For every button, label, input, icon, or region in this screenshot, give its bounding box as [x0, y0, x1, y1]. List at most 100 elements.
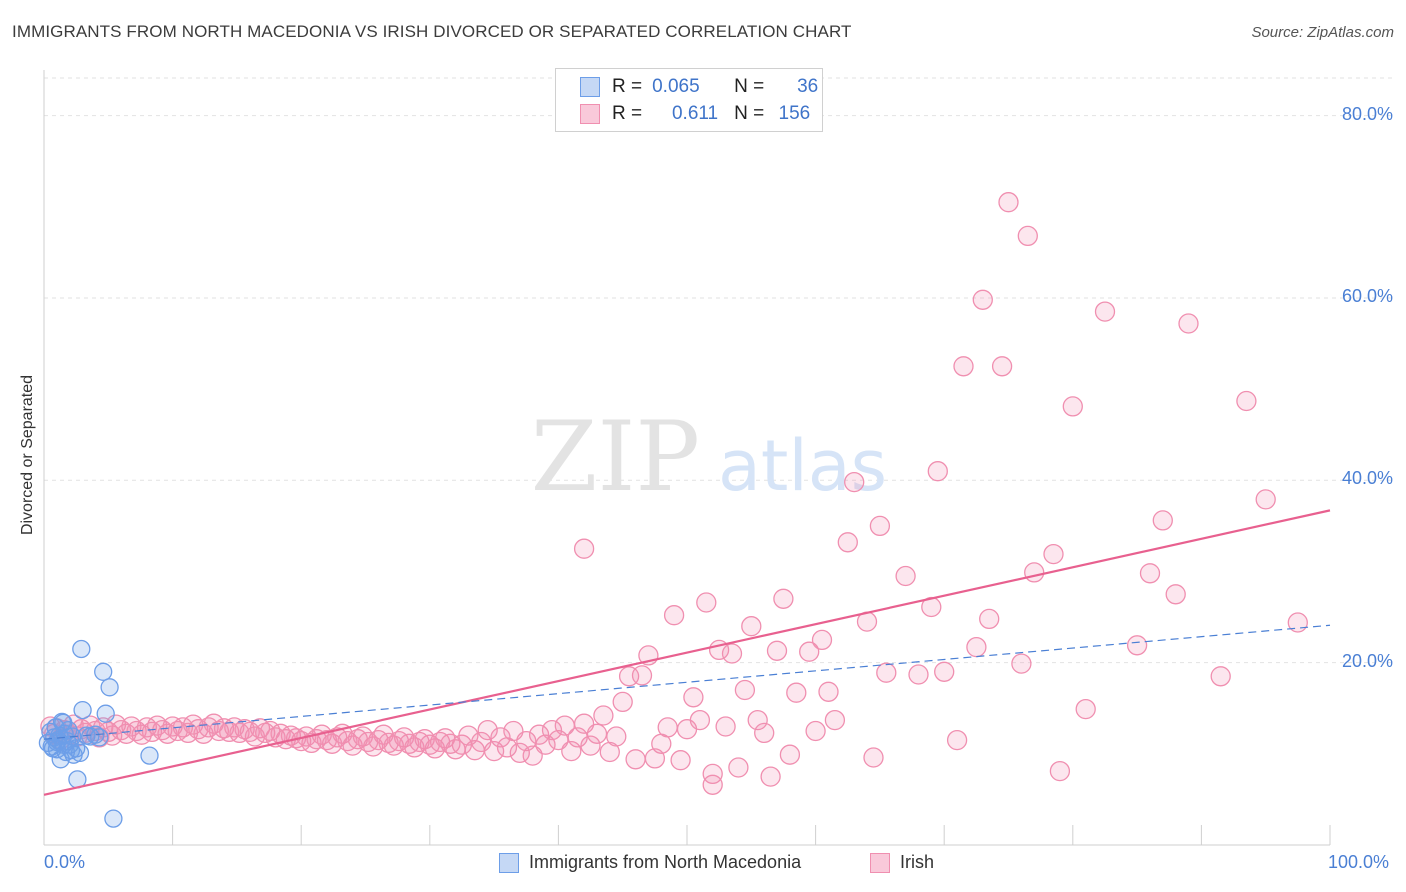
- y-tick-label: 80.0%: [1341, 103, 1393, 124]
- point-irish: [811, 629, 833, 651]
- watermark-zip: ZIP: [531, 401, 700, 513]
- point-irish: [895, 565, 916, 587]
- point-irish: [741, 616, 762, 637]
- bottom-legend-swatch-pink: [870, 852, 890, 873]
- point-irish: [1049, 760, 1071, 782]
- point-irish: [541, 719, 563, 741]
- bottom-legend-item-blue: Immigrants from North Macedonia: [499, 852, 801, 873]
- point-irish: [972, 289, 993, 310]
- y-tick-label: 20.0%: [1341, 650, 1393, 671]
- point-irish: [573, 538, 595, 559]
- point-irish: [1043, 543, 1064, 565]
- point-irish: [927, 461, 948, 482]
- legend-row-blue: R = 0.065 N = 36: [580, 75, 818, 99]
- point-irish: [837, 532, 858, 553]
- bottom-legend-label-blue: Immigrants from North Macedonia: [529, 852, 802, 872]
- point-irish: [528, 724, 550, 745]
- legend-r-label: R =: [612, 76, 643, 97]
- point-irish: [1210, 666, 1231, 687]
- point-irish: [1024, 562, 1045, 583]
- point-irish: [934, 661, 955, 682]
- legend-r-label: R =: [612, 103, 643, 124]
- watermark-atlas: atlas: [718, 425, 887, 507]
- point-north-macedonia: [70, 743, 90, 763]
- point-irish: [593, 705, 614, 726]
- point-irish: [1139, 563, 1161, 584]
- point-irish: [1152, 510, 1173, 531]
- point-irish: [760, 766, 781, 787]
- point-irish: [631, 665, 653, 686]
- source-credit: Source: ZipAtlas.com: [1251, 24, 1394, 41]
- point-north-macedonia: [90, 728, 109, 747]
- y-tick-label: 60.0%: [1341, 285, 1393, 306]
- point-irish: [779, 744, 801, 765]
- point-irish: [799, 641, 820, 662]
- point-irish: [378, 732, 399, 754]
- point-irish: [863, 747, 884, 768]
- legend-n-value: 156: [778, 103, 811, 124]
- legend-swatch-blue: [580, 77, 600, 97]
- legend-r-value: 0.611: [671, 103, 719, 124]
- point-irish: [773, 588, 794, 609]
- point-irish: [786, 682, 807, 703]
- point-irish: [670, 750, 691, 771]
- point-irish: [586, 723, 608, 744]
- point-north-macedonia: [73, 700, 92, 720]
- point-irish: [606, 726, 627, 747]
- point-irish: [1236, 390, 1257, 412]
- x-tick-min: 0.0%: [44, 852, 86, 872]
- point-irish: [683, 687, 704, 708]
- point-north-macedonia: [100, 678, 119, 697]
- point-irish: [998, 192, 1019, 213]
- point-irish: [1011, 653, 1032, 674]
- point-irish: [234, 719, 255, 740]
- point-irish: [869, 515, 891, 537]
- point-irish: [580, 735, 601, 756]
- point-irish: [1165, 584, 1186, 605]
- legend-row-pink: R = 0.611 N = 156: [580, 102, 810, 126]
- point-irish: [1017, 225, 1038, 247]
- trendline-irish: [43, 509, 1331, 796]
- point-irish: [1126, 635, 1148, 656]
- point-irish: [966, 636, 987, 658]
- point-irish: [876, 662, 897, 683]
- point-irish: [1178, 313, 1199, 334]
- legend-n-label: N =: [734, 103, 765, 124]
- point-irish: [696, 592, 717, 613]
- chart-title: IMMIGRANTS FROM NORTH MACEDONIA VS IRISH…: [12, 22, 852, 41]
- point-irish: [979, 608, 1000, 630]
- point-irish: [818, 681, 839, 702]
- point-irish: [946, 729, 968, 751]
- point-irish: [805, 720, 826, 742]
- point-north-macedonia: [54, 713, 73, 732]
- point-irish: [663, 605, 685, 626]
- bottom-legend-item-pink: Irish: [870, 852, 934, 873]
- point-north-macedonia: [43, 739, 63, 758]
- bottom-legend-label-pink: Irish: [900, 852, 935, 872]
- point-irish: [702, 774, 723, 795]
- trendline-north-macedonia: [43, 624, 1331, 740]
- bottom-legend-swatch-blue: [499, 852, 519, 873]
- point-irish: [715, 716, 736, 737]
- point-irish: [734, 679, 756, 701]
- legend-n-label: N =: [734, 76, 765, 97]
- point-irish: [728, 757, 749, 778]
- legend-swatch-pink: [580, 104, 600, 124]
- point-north-macedonia: [72, 639, 91, 659]
- point-irish: [1075, 698, 1096, 720]
- point-irish: [702, 763, 723, 785]
- point-north-macedonia: [140, 746, 159, 765]
- point-irish: [747, 709, 768, 731]
- point-north-macedonia: [104, 809, 123, 828]
- point-north-macedonia: [96, 704, 115, 723]
- legend-r-value: 0.065: [652, 76, 700, 97]
- point-irish: [721, 643, 743, 664]
- point-irish: [824, 709, 846, 731]
- point-irish: [766, 640, 788, 661]
- point-irish: [689, 709, 711, 731]
- point-irish: [599, 741, 620, 763]
- legend-n-value: 36: [797, 76, 819, 97]
- point-irish: [754, 722, 775, 744]
- point-irish: [1094, 301, 1116, 322]
